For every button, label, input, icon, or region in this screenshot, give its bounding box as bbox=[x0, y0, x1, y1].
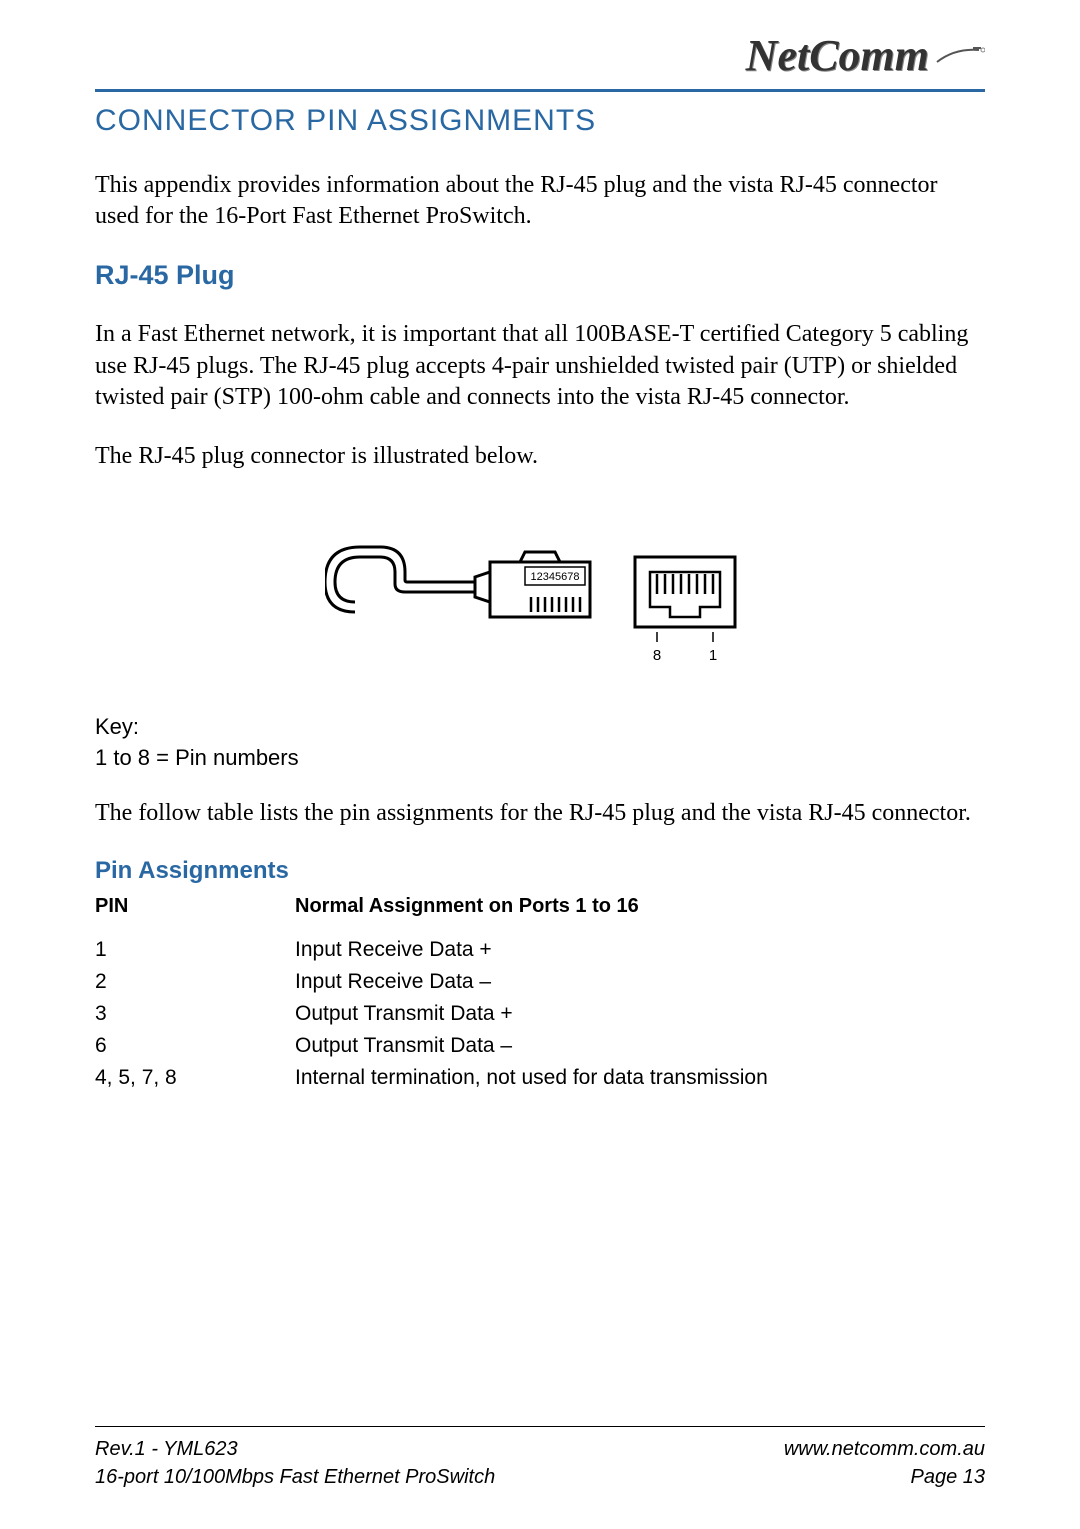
pin-table-body: 1Input Receive Data +2Input Receive Data… bbox=[95, 938, 985, 1090]
pin-cell: 1 bbox=[95, 938, 295, 962]
rj45-paragraph-1: In a Fast Ethernet network, it is import… bbox=[95, 319, 985, 413]
section-heading-rj45: RJ-45 Plug bbox=[95, 260, 985, 291]
rj45-paragraph-2: The RJ-45 plug connector is illustrated … bbox=[95, 441, 985, 472]
assignment-cell: Output Transmit Data – bbox=[295, 1034, 985, 1058]
rj45-diagram: 12345678 bbox=[95, 502, 985, 672]
pin-cell: 2 bbox=[95, 970, 295, 994]
assignment-cell: Output Transmit Data + bbox=[295, 1002, 985, 1026]
logo-text: NetComm bbox=[746, 30, 929, 81]
table-row: 4, 5, 7, 8Internal termination, not used… bbox=[95, 1066, 985, 1090]
footer-rev: Rev.1 - YML623 bbox=[95, 1435, 238, 1463]
logo-swoosh-icon bbox=[935, 44, 985, 68]
page-footer: Rev.1 - YML623 www.netcomm.com.au 16-por… bbox=[95, 1426, 985, 1491]
table-row: 2Input Receive Data – bbox=[95, 970, 985, 994]
table-row: 6Output Transmit Data – bbox=[95, 1034, 985, 1058]
plug-pin-label: 12345678 bbox=[531, 571, 580, 583]
intro-paragraph: This appendix provides information about… bbox=[95, 170, 985, 232]
page-title: Connector Pin Assignments bbox=[95, 104, 985, 138]
assignment-cell: Internal termination, not used for data … bbox=[295, 1066, 985, 1090]
footer-product: 16-port 10/100Mbps Fast Ethernet ProSwit… bbox=[95, 1463, 495, 1491]
table-row: 3Output Transmit Data + bbox=[95, 1002, 985, 1026]
pin-cell: 4, 5, 7, 8 bbox=[95, 1066, 295, 1090]
key-line-2: 1 to 8 = Pin numbers bbox=[95, 743, 985, 774]
col-header-pin: PIN bbox=[95, 895, 295, 918]
col-header-assignment: Normal Assignment on Ports 1 to 16 bbox=[295, 895, 985, 918]
footer-page: Page 13 bbox=[910, 1463, 985, 1491]
key-block: Key: 1 to 8 = Pin numbers bbox=[95, 712, 985, 774]
table-intro: The follow table lists the pin assignmen… bbox=[95, 798, 985, 829]
table-row: 1Input Receive Data + bbox=[95, 938, 985, 962]
jack-label-1: 1 bbox=[709, 647, 717, 664]
assignment-cell: Input Receive Data + bbox=[295, 938, 985, 962]
pin-cell: 3 bbox=[95, 1002, 295, 1026]
key-line-1: Key: bbox=[95, 712, 985, 743]
jack-label-8: 8 bbox=[653, 647, 661, 664]
assignment-cell: Input Receive Data – bbox=[295, 970, 985, 994]
pin-cell: 6 bbox=[95, 1034, 295, 1058]
table-heading: Pin Assignments bbox=[95, 857, 985, 885]
footer-url: www.netcomm.com.au bbox=[784, 1435, 985, 1463]
page-header: NetComm bbox=[95, 30, 985, 92]
table-header-row: PIN Normal Assignment on Ports 1 to 16 bbox=[95, 895, 985, 918]
